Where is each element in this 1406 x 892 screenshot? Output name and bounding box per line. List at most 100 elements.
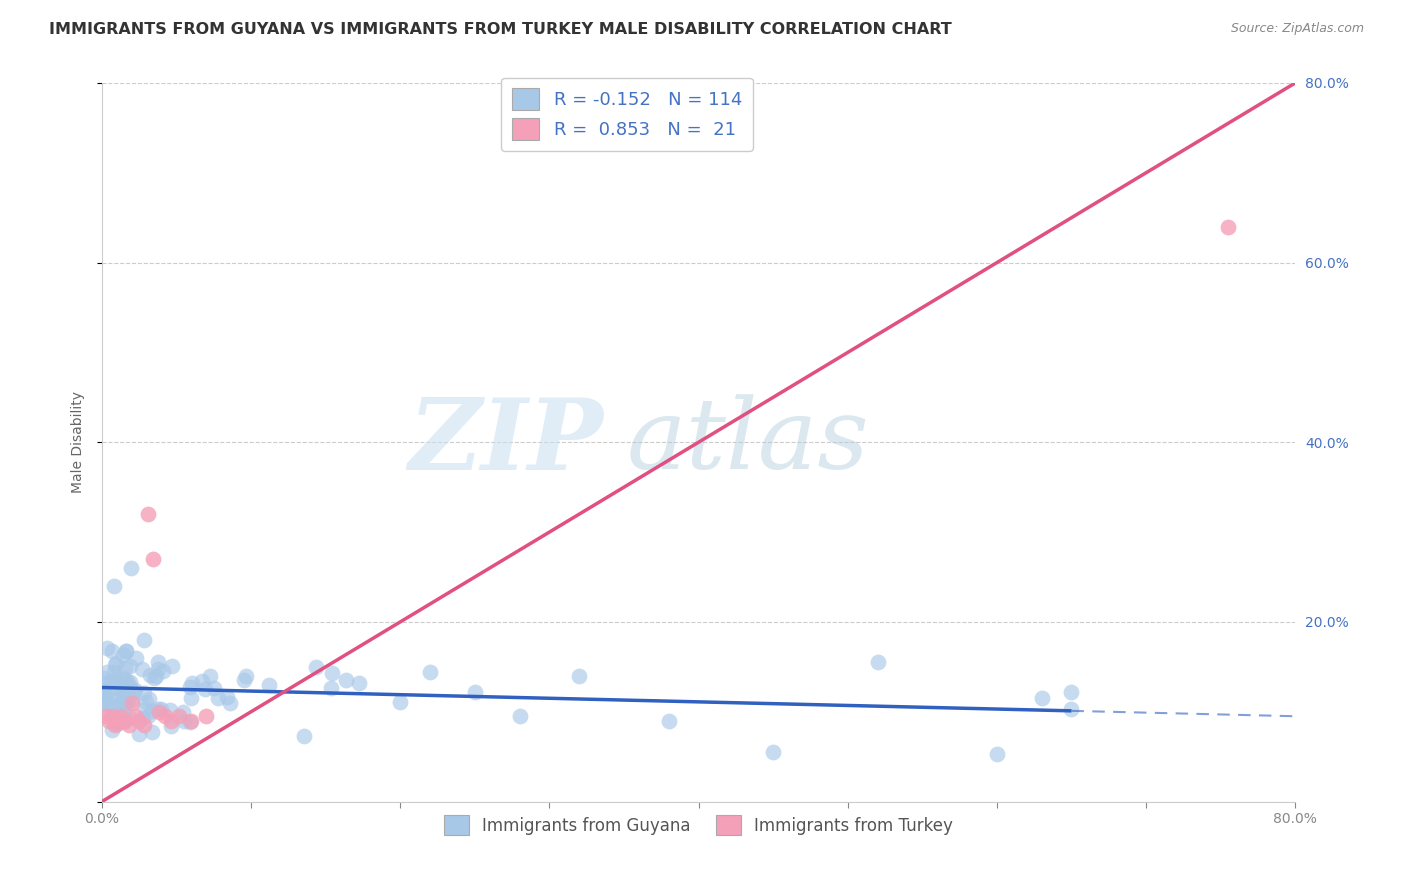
Point [112, 648, 135, 663]
Point [568, 669, 591, 683]
Point [100, 644, 122, 658]
Point [124, 709, 146, 723]
Point [110, 709, 132, 723]
Point [118, 718, 141, 732]
Point [114, 661, 136, 675]
Point [120, 561, 142, 575]
Point [103, 665, 125, 679]
Point [304, 660, 326, 674]
Point [1060, 702, 1083, 716]
Point [108, 676, 131, 690]
Point [321, 666, 343, 681]
Point [111, 670, 134, 684]
Point [96, 709, 118, 723]
Point [118, 679, 141, 693]
Point [93, 689, 115, 703]
Point [96, 665, 118, 680]
Y-axis label: Male Disability: Male Disability [72, 392, 86, 493]
Point [142, 552, 165, 566]
Point [112, 672, 135, 686]
Point [1031, 690, 1053, 705]
Point [159, 703, 181, 717]
Point [104, 680, 127, 694]
Point [98, 706, 121, 721]
Point [114, 697, 136, 711]
Text: Source: ZipAtlas.com: Source: ZipAtlas.com [1230, 22, 1364, 36]
Point [115, 673, 138, 688]
Point [347, 676, 370, 690]
Point [118, 711, 141, 725]
Point [121, 693, 143, 707]
Point [150, 702, 173, 716]
Point [145, 669, 167, 683]
Point [132, 718, 155, 732]
Point [134, 702, 156, 716]
Point [108, 698, 131, 712]
Point [153, 709, 176, 723]
Point [96, 675, 118, 690]
Point [134, 632, 156, 647]
Point [97, 698, 120, 712]
Point [103, 702, 125, 716]
Point [117, 683, 139, 698]
Point [111, 681, 134, 695]
Point [114, 644, 136, 658]
Point [93, 695, 115, 709]
Point [117, 684, 139, 698]
Point [115, 643, 138, 657]
Point [190, 673, 212, 688]
Point [219, 696, 242, 710]
Point [235, 669, 257, 683]
Point [139, 668, 162, 682]
Point [658, 714, 681, 728]
Point [136, 507, 159, 521]
Point [419, 665, 441, 679]
Point [141, 724, 163, 739]
Point [124, 682, 146, 697]
Point [101, 723, 124, 737]
Point [162, 659, 184, 673]
Legend: Immigrants from Guyana, Immigrants from Turkey: Immigrants from Guyana, Immigrants from … [436, 806, 962, 844]
Point [114, 685, 136, 699]
Point [136, 708, 159, 723]
Point [108, 690, 131, 705]
Point [93, 671, 115, 685]
Point [141, 705, 163, 719]
Point [112, 715, 135, 730]
Point [112, 706, 135, 721]
Point [1060, 684, 1083, 698]
Point [107, 714, 129, 728]
Point [118, 674, 141, 689]
Point [138, 691, 160, 706]
Point [319, 681, 342, 695]
Point [121, 696, 143, 710]
Point [173, 714, 195, 728]
Point [118, 659, 141, 673]
Point [104, 718, 127, 732]
Point [107, 674, 129, 689]
Point [146, 702, 169, 716]
Point [198, 669, 221, 683]
Point [292, 729, 315, 743]
Point [105, 672, 128, 686]
Point [142, 671, 165, 685]
Point [94, 689, 117, 703]
Point [202, 681, 225, 696]
Point [93, 684, 115, 698]
Point [152, 665, 174, 679]
Point [103, 579, 125, 593]
Point [146, 662, 169, 676]
Text: ZIP: ZIP [408, 394, 603, 491]
Point [104, 656, 127, 670]
Point [866, 655, 889, 669]
Point [762, 745, 785, 759]
Point [169, 709, 191, 723]
Point [128, 727, 150, 741]
Point [148, 705, 170, 719]
Point [159, 719, 181, 733]
Point [111, 698, 134, 713]
Point [132, 711, 155, 725]
Point [180, 676, 202, 690]
Point [128, 714, 150, 728]
Point [125, 651, 148, 665]
